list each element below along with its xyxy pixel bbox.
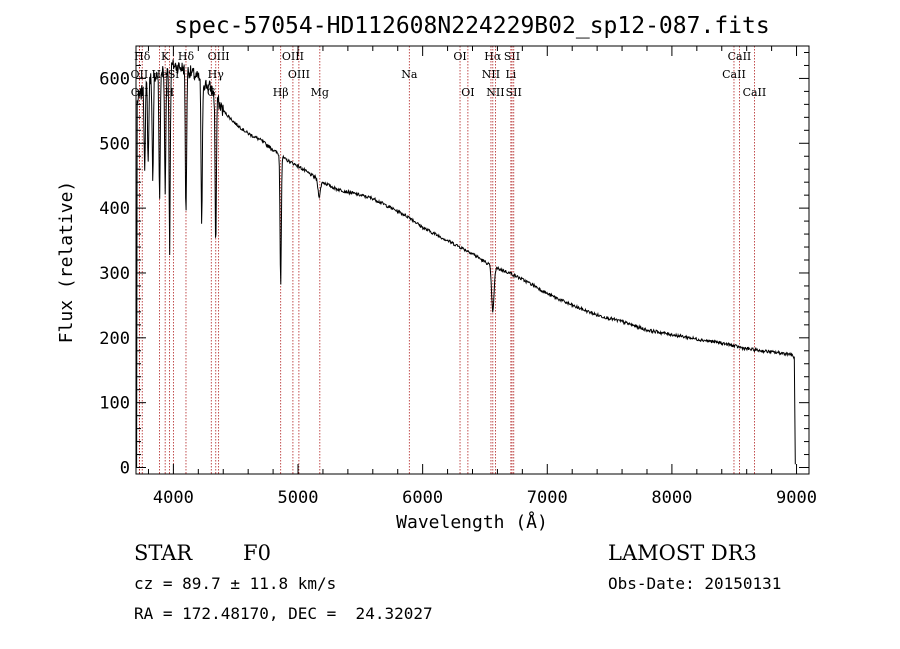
cz-value: cz = 89.7 ± 11.8 km/s: [134, 574, 337, 593]
y-tick-label: 200: [99, 329, 130, 349]
spectrum-chart: spec-57054-HD112608N224229B02_sp12-087.f…: [56, 13, 817, 533]
survey-name: LAMOST DR3: [608, 541, 757, 565]
spectral-line-label: OIII: [288, 68, 310, 81]
x-tick-label: 7000: [527, 488, 568, 508]
spectral-line-label: Hδ: [134, 50, 151, 63]
x-tick-label: 6000: [402, 488, 443, 508]
spectral-line-label: NII: [482, 68, 500, 81]
spectral-line-label: Mg: [311, 86, 329, 99]
y-axis-label: Flux (relative): [56, 181, 77, 344]
spectral-line-label: OI: [461, 86, 474, 99]
spectral-line-label: CaII: [743, 86, 767, 99]
coordinates: RA = 172.48170, DEC = 24.32027: [134, 604, 433, 623]
x-axis-label: Wavelength (Å): [396, 511, 548, 533]
axis-ticks: 4000 5000 6000 7000 8000 9000 0 100 200 300 400 500…: [99, 46, 817, 508]
spectral-line-label: Si: [168, 68, 180, 81]
obs-date: Obs-Date: 20150131: [608, 574, 782, 593]
spectral-line-label: H: [165, 86, 175, 99]
spectral-line-label: SII: [504, 50, 520, 63]
y-tick-label: 100: [99, 394, 130, 414]
spectral-line-label: Na: [401, 68, 418, 81]
spectral-line-label: K: [161, 50, 170, 63]
spectral-line-label: Li: [505, 68, 516, 81]
spectrum-line: [136, 59, 796, 468]
x-tick-label: 5000: [278, 488, 319, 508]
x-tick-label: 8000: [651, 488, 692, 508]
spectral-line-label: NII: [486, 86, 504, 99]
plot-frame: [135, 45, 810, 475]
y-tick-label: 0: [120, 459, 130, 479]
spectral-line-label: Hβ: [273, 86, 289, 99]
x-tick-label: 4000: [153, 488, 194, 508]
x-tick-label: 9000: [776, 488, 817, 508]
spectral-line-label: CaII: [722, 68, 746, 81]
spectral-line-label: OIII: [282, 50, 304, 63]
spectral-line-label: SII: [506, 86, 522, 99]
spectral-line-label: Hγ: [208, 68, 225, 81]
spectral-line-label: Hδ: [178, 50, 195, 63]
spectral-line-label: CaII: [728, 50, 752, 63]
y-tick-label: 600: [99, 69, 130, 89]
spectral-line-label: OIII: [208, 50, 230, 63]
y-tick-label: 400: [99, 199, 130, 219]
object-class: STAR: [134, 541, 193, 565]
y-tick-label: 300: [99, 264, 130, 284]
subclass: F0: [243, 541, 271, 565]
spectral-line-label: Hα: [484, 50, 502, 63]
spectral-line-label: OI: [453, 50, 466, 63]
chart-title: spec-57054-HD112608N224229B02_sp12-087.f…: [174, 13, 769, 39]
y-tick-label: 500: [99, 134, 130, 154]
